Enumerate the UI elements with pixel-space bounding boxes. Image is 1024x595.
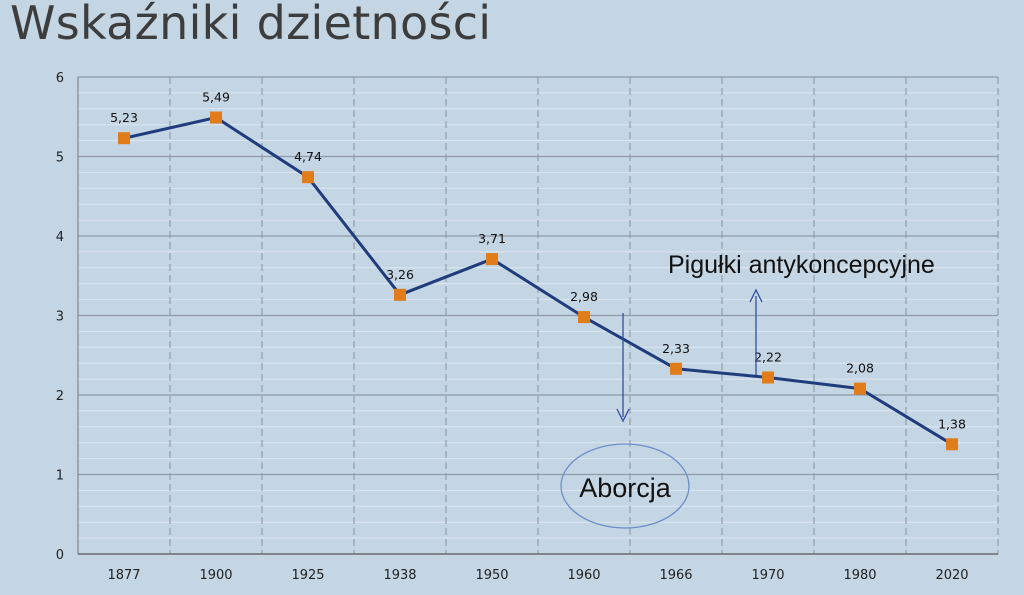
data-point-marker xyxy=(486,253,498,266)
x-tick-label: 1938 xyxy=(383,568,416,583)
x-tick-label: 1980 xyxy=(843,568,876,583)
chart-title: Wskaźniki dzietności xyxy=(10,0,492,50)
abortion-ellipse xyxy=(560,443,690,529)
data-label: 2,22 xyxy=(754,350,782,365)
axes xyxy=(77,77,998,555)
x-tick-label: 1900 xyxy=(199,568,232,583)
data-point-marker xyxy=(762,371,774,384)
data-label: 1,38 xyxy=(938,416,966,431)
data-label: 3,26 xyxy=(386,267,414,282)
y-tick-label: 4 xyxy=(56,230,64,245)
y-tick-label: 6 xyxy=(56,71,64,86)
series-line xyxy=(123,116,953,446)
pill-label: Pigułki antykoncepcyjne xyxy=(668,251,935,279)
up-arrow-head xyxy=(749,288,763,303)
y-tick-label: 1 xyxy=(56,469,64,484)
data-label: 2,33 xyxy=(662,341,690,356)
y-tick-labels: 0 1 2 3 4 5 6 xyxy=(56,71,64,563)
y-tick-label: 5 xyxy=(56,151,64,166)
data-point-marker xyxy=(302,171,314,184)
x-tick-label: 1925 xyxy=(291,568,324,583)
vertical-gridlines xyxy=(169,77,999,554)
data-point-marker xyxy=(670,362,682,375)
data-label: 3,71 xyxy=(478,231,506,246)
data-point-marker xyxy=(394,288,406,301)
series-line xyxy=(123,116,953,446)
annotations: Aborcja Pigułki antykoncepcyjne xyxy=(560,251,935,529)
data-label: 5,49 xyxy=(202,90,230,105)
data-point-marker xyxy=(946,438,958,451)
data-labels: 5,23 5,49 4,74 3,26 3,71 2,98 2,33 2,22 2,08 1,38 xyxy=(110,90,966,432)
data-point-marker xyxy=(854,382,866,395)
x-tick-label: 1966 xyxy=(659,568,692,583)
x-tick-label: 1970 xyxy=(751,568,784,583)
x-tick-label: 1950 xyxy=(475,568,508,583)
down-arrow-head xyxy=(616,408,630,423)
data-point-marker xyxy=(578,311,590,324)
x-tick-label: 1960 xyxy=(567,568,600,583)
x-tick-label: 1877 xyxy=(107,568,140,583)
data-label: 2,08 xyxy=(846,361,874,376)
data-label: 2,98 xyxy=(570,289,598,304)
data-label: 4,74 xyxy=(294,149,322,164)
y-tick-label: 2 xyxy=(56,389,64,404)
x-tick-label: 2020 xyxy=(935,568,968,583)
data-label: 5,23 xyxy=(110,110,138,125)
x-tick-labels: 1877 1900 1925 1938 1950 1960 1966 1970 1980 2020 xyxy=(107,568,968,583)
data-point-marker xyxy=(210,111,222,124)
series-markers xyxy=(118,111,958,451)
abortion-label: Aborcja xyxy=(579,473,672,503)
data-point-marker xyxy=(118,132,130,145)
y-tick-label: 3 xyxy=(56,310,64,325)
y-tick-label: 0 xyxy=(56,548,64,563)
